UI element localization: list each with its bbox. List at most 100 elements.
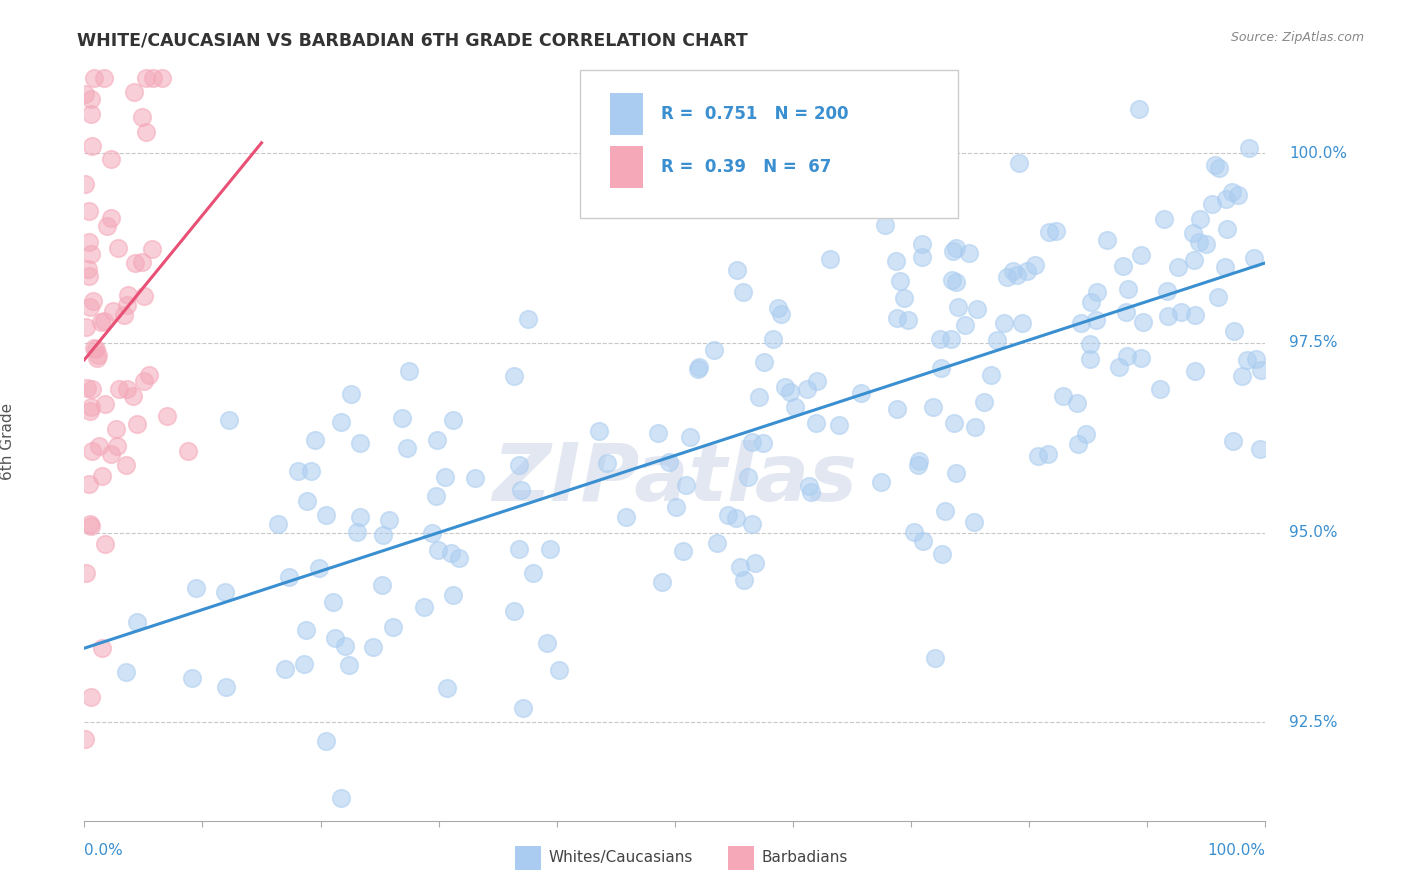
Point bbox=[931, 547, 953, 561]
Point bbox=[903, 524, 925, 539]
Point bbox=[361, 640, 384, 654]
Point bbox=[924, 651, 946, 665]
Point bbox=[82, 293, 104, 308]
Point bbox=[322, 595, 344, 609]
Point bbox=[1153, 212, 1175, 227]
Point bbox=[266, 516, 288, 531]
Point bbox=[737, 469, 759, 483]
Point bbox=[929, 332, 952, 346]
Point bbox=[440, 546, 463, 560]
Point bbox=[943, 416, 966, 430]
Point bbox=[945, 241, 967, 255]
Point bbox=[741, 517, 763, 532]
Point bbox=[215, 680, 238, 694]
Point bbox=[80, 92, 103, 106]
Point bbox=[702, 343, 724, 357]
FancyBboxPatch shape bbox=[610, 93, 643, 135]
Point bbox=[115, 298, 138, 312]
Point bbox=[1181, 226, 1204, 240]
Point bbox=[1026, 449, 1049, 463]
Point bbox=[911, 251, 934, 265]
Point bbox=[75, 566, 97, 581]
Point bbox=[536, 636, 558, 650]
Point bbox=[134, 375, 156, 389]
Point bbox=[1085, 285, 1108, 299]
Point bbox=[1007, 268, 1029, 282]
Point bbox=[768, 301, 790, 315]
Point bbox=[922, 401, 945, 415]
Point bbox=[672, 543, 695, 558]
Point bbox=[323, 632, 346, 646]
Point bbox=[752, 355, 775, 369]
Point bbox=[1223, 324, 1246, 338]
Point bbox=[441, 589, 464, 603]
Point bbox=[1215, 192, 1237, 206]
Text: ZIPatlas: ZIPatlas bbox=[492, 441, 858, 518]
Point bbox=[1132, 315, 1154, 329]
Point bbox=[105, 439, 128, 453]
Point bbox=[1130, 248, 1153, 262]
Point bbox=[156, 409, 179, 424]
Point bbox=[295, 623, 318, 637]
Point bbox=[124, 255, 146, 269]
Point bbox=[131, 255, 153, 269]
Text: R =  0.39   N =  67: R = 0.39 N = 67 bbox=[661, 158, 831, 176]
Point bbox=[274, 662, 297, 676]
Point bbox=[873, 218, 896, 232]
Point bbox=[382, 620, 405, 634]
Point bbox=[1222, 434, 1244, 448]
Point bbox=[425, 489, 447, 503]
Point bbox=[1085, 312, 1108, 326]
Point bbox=[889, 274, 911, 288]
Point bbox=[538, 542, 561, 557]
Point bbox=[1001, 264, 1024, 278]
Point bbox=[779, 385, 801, 400]
Point bbox=[647, 425, 669, 440]
Point bbox=[688, 360, 710, 375]
Point bbox=[675, 478, 697, 492]
Point bbox=[744, 556, 766, 570]
Point bbox=[953, 318, 976, 333]
Text: 100.0%: 100.0% bbox=[1289, 146, 1347, 161]
Point bbox=[800, 484, 823, 499]
Point bbox=[349, 436, 371, 450]
Point bbox=[100, 211, 122, 225]
Point bbox=[1232, 368, 1254, 383]
Text: 95.0%: 95.0% bbox=[1289, 525, 1337, 540]
Point bbox=[278, 570, 301, 584]
Point bbox=[1156, 284, 1178, 298]
Point bbox=[884, 254, 907, 268]
Point bbox=[180, 671, 202, 685]
Point bbox=[1184, 309, 1206, 323]
Point bbox=[218, 413, 240, 427]
Point bbox=[908, 454, 931, 468]
Point bbox=[1080, 294, 1102, 309]
Point bbox=[100, 152, 122, 166]
Point bbox=[510, 483, 533, 498]
FancyBboxPatch shape bbox=[581, 70, 959, 218]
Point bbox=[512, 701, 534, 715]
Point bbox=[733, 573, 755, 587]
Point bbox=[80, 519, 103, 533]
Point bbox=[299, 464, 322, 478]
Point bbox=[1066, 396, 1088, 410]
Point bbox=[77, 261, 100, 276]
Point bbox=[748, 390, 770, 404]
Point bbox=[1215, 222, 1237, 236]
Text: 6th Grade: 6th Grade bbox=[0, 403, 15, 480]
Point bbox=[1220, 186, 1243, 200]
Text: 92.5%: 92.5% bbox=[1289, 714, 1337, 730]
Point bbox=[1128, 103, 1150, 117]
Point bbox=[502, 368, 524, 383]
Point bbox=[80, 382, 103, 396]
Point bbox=[728, 559, 751, 574]
Point bbox=[308, 561, 330, 575]
Point bbox=[464, 471, 486, 485]
Point bbox=[315, 733, 337, 747]
Point bbox=[1112, 259, 1135, 273]
Point bbox=[911, 237, 934, 252]
Point bbox=[1170, 305, 1192, 319]
FancyBboxPatch shape bbox=[610, 146, 643, 188]
Point bbox=[1015, 264, 1038, 278]
Point bbox=[87, 439, 110, 453]
